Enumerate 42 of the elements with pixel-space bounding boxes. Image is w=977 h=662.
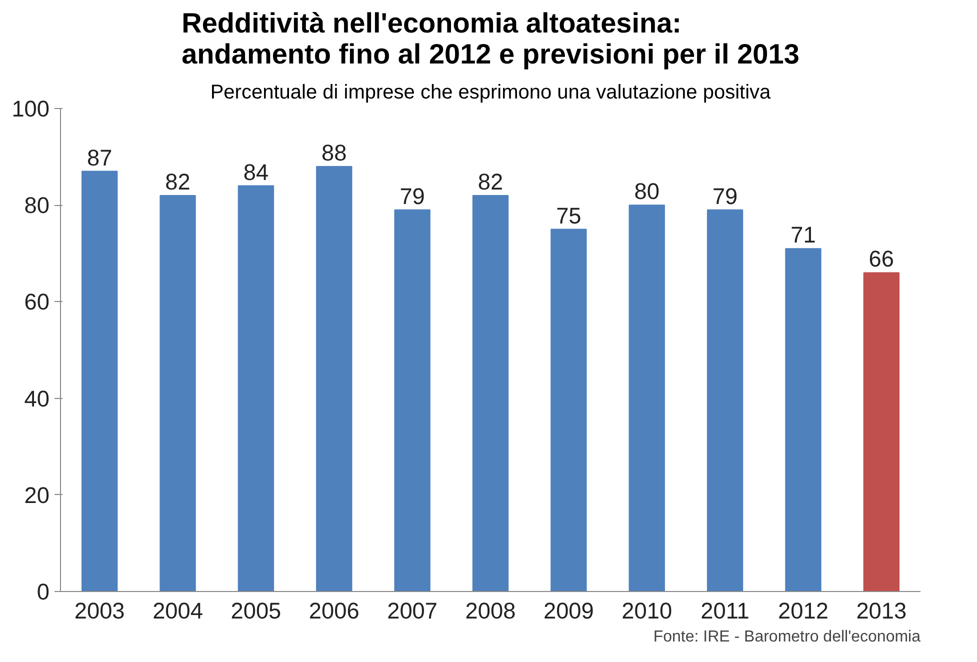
data-label: 82 — [165, 168, 190, 194]
y-tick-label: 80 — [24, 192, 50, 218]
bar — [82, 170, 118, 592]
data-label: 66 — [868, 246, 894, 272]
data-label: 82 — [478, 168, 504, 194]
bar — [785, 248, 822, 592]
data-label: 87 — [86, 144, 112, 170]
data-label: 80 — [634, 178, 660, 204]
data-label: 75 — [556, 202, 582, 228]
x-tick-label: 2011 — [700, 598, 750, 624]
y-tick-label: 20 — [24, 482, 50, 508]
data-label: 79 — [400, 182, 425, 209]
x-tick-label: 2013 — [856, 598, 907, 624]
data-label: 84 — [243, 158, 269, 185]
y-tick-label: 40 — [24, 385, 50, 412]
x-tick-label: 2009 — [543, 598, 594, 624]
bar — [160, 194, 196, 592]
bar — [394, 209, 430, 592]
y-tick-label: 100 — [12, 96, 50, 122]
data-label: 79 — [712, 182, 738, 209]
source-note: Fonte: IRE - Barometro dell'economia — [653, 628, 921, 646]
bar — [863, 272, 900, 592]
x-tick-label: 2012 — [778, 598, 828, 624]
data-label: 71 — [790, 222, 816, 248]
x-tick-label: 2003 — [74, 598, 125, 624]
bar — [550, 228, 587, 592]
bar — [628, 204, 665, 592]
chart-title: Redditività nell'economia altoatesina: andamento fino al 2012 e previsioni per il 2013 — [182, 8, 800, 70]
data-label: 88 — [322, 139, 347, 166]
x-tick-label: 2010 — [622, 598, 672, 624]
bar — [706, 209, 744, 592]
chart-subtitle: Percentuale di imprese che esprimono una valutazione positiva — [210, 82, 772, 104]
bar — [238, 185, 274, 592]
bar — [316, 166, 352, 592]
bar — [472, 194, 509, 592]
x-tick-label: 2007 — [387, 598, 438, 624]
x-tick-label: 2008 — [465, 598, 516, 624]
x-tick-label: 2004 — [152, 598, 203, 624]
x-tick-label: 2005 — [230, 598, 282, 624]
y-tick-label: 60 — [24, 288, 50, 315]
y-tick-label: 0 — [36, 578, 50, 604]
x-tick-label: 2006 — [308, 598, 360, 624]
